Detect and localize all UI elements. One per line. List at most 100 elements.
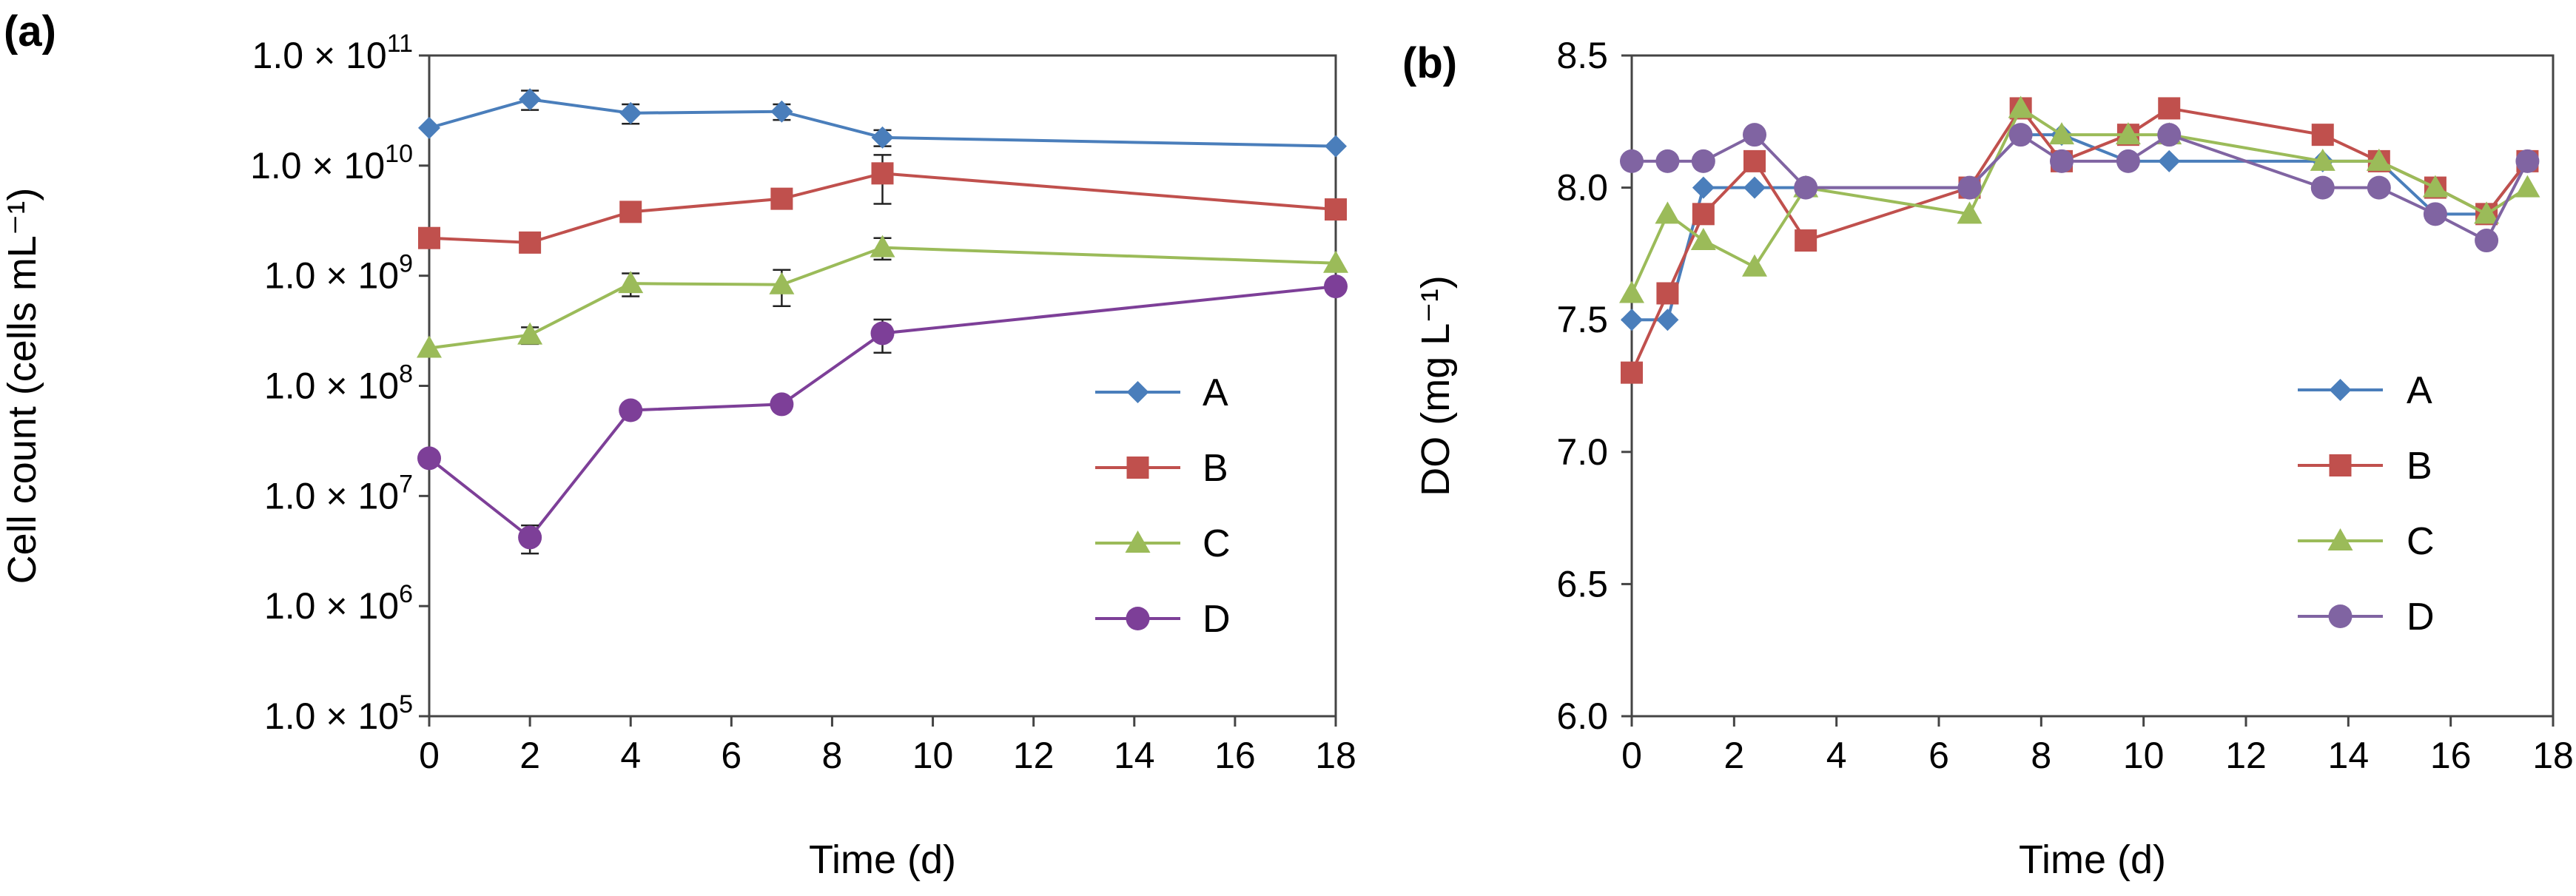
y-tick-label: 6.5 [1556, 563, 1608, 604]
y-tick-label: 1.0 × 1011 [252, 30, 413, 76]
legend-entry-D: D [2298, 596, 2435, 639]
data-point-D [1794, 175, 1818, 200]
data-point-D [1620, 149, 1644, 173]
data-point-D [770, 392, 794, 417]
legend-entry-C: C [2298, 520, 2435, 563]
data-point-C [1655, 201, 1681, 224]
data-point-D [518, 525, 542, 550]
y-tick-label: 8.5 [1556, 35, 1608, 76]
data-point-B [2158, 97, 2181, 120]
y-axis-title: DO (mg L⁻¹) [1413, 275, 1458, 496]
legend-marker [1126, 607, 1150, 630]
legend-label: D [2407, 596, 2435, 639]
data-point-B [1743, 149, 1766, 172]
data-point-D [1655, 149, 1680, 173]
data-point-C [1323, 250, 1348, 273]
data-point-D [2515, 149, 2540, 173]
x-tick-label: 0 [1621, 735, 1642, 776]
legend-label: A [1203, 371, 1228, 414]
data-point-B [1621, 361, 1643, 384]
x-tick-label: 8 [2031, 735, 2051, 776]
x-tick-label: 14 [1114, 735, 1155, 776]
data-point-C [417, 335, 442, 358]
data-point-B [519, 231, 542, 254]
data-point-D [619, 398, 643, 422]
x-tick-label: 2 [1724, 735, 1744, 776]
data-point-D [1957, 175, 1982, 200]
legend-marker [1125, 530, 1151, 553]
legend-label: B [2407, 445, 2432, 488]
data-point-C [2008, 95, 2034, 118]
data-point-D [1743, 123, 1766, 147]
legend-marker [2327, 528, 2353, 550]
data-point-D [870, 321, 895, 346]
series-line-B [428, 172, 1336, 244]
y-tick-label: 1.0 × 105 [264, 690, 413, 737]
data-point-B [1656, 282, 1679, 305]
data-point-C [1619, 280, 1644, 303]
data-point-A [519, 88, 542, 111]
legend-entry-C: C [1095, 522, 1231, 565]
data-point-D [1324, 274, 1348, 299]
data-point-D [417, 446, 441, 471]
data-point-B [1795, 229, 1817, 252]
series-line-D [428, 285, 1336, 540]
panel-b-dissolved-oxygen-chart: (b) 0 2 4 6 8 10 12 14 16 18 6.0 6.5 7.0 7.5 8.0 8.5 Tim… [1402, 35, 2574, 882]
data-point-A [1743, 176, 1766, 199]
legend-marker [1126, 381, 1149, 403]
data-point-A [770, 100, 793, 123]
data-point-A [1692, 176, 1715, 199]
series-line-C [428, 246, 1336, 350]
data-point-C [618, 271, 644, 294]
legend-entry-A: A [1095, 371, 1228, 414]
data-point-B [770, 187, 793, 210]
data-point-B [418, 226, 440, 249]
y-tick-label: 1.0 × 108 [264, 360, 413, 407]
data-point-A [418, 116, 440, 139]
data-point-B [2311, 124, 2334, 146]
data-point-B [871, 162, 894, 185]
y-tick-label: 1.0 × 107 [264, 470, 413, 516]
series-C [417, 235, 1348, 358]
legend-label: A [2407, 369, 2432, 412]
data-point-A [2158, 149, 2181, 172]
legend-label: C [2407, 520, 2435, 563]
data-point-B [1325, 198, 1347, 221]
data-point-D [2310, 175, 2335, 200]
legend-entry-B: B [2298, 445, 2432, 488]
data-point-D [2423, 202, 2447, 226]
series-D [1620, 123, 2540, 253]
x-tick-label: 2 [519, 735, 540, 776]
legend-marker [2329, 454, 2352, 476]
data-point-D [2367, 175, 2391, 200]
x-tick-label: 6 [721, 735, 741, 776]
data-point-A [1325, 135, 1347, 158]
legend-label: C [1203, 522, 1231, 565]
x-tick-label: 10 [2123, 735, 2165, 776]
y-axis-title: Cell count (cells mL⁻¹) [0, 188, 44, 585]
data-point-D [2157, 123, 2182, 147]
panel-b-label: (b) [1402, 39, 1457, 87]
series-B [418, 154, 1347, 254]
x-tick-label: 0 [419, 735, 440, 776]
y-tick-label: 7.5 [1556, 299, 1608, 340]
y-tick-label: 1.0 × 106 [264, 580, 413, 627]
data-point-A [619, 101, 642, 124]
data-point-C [1690, 228, 1716, 251]
x-tick-label: 12 [2225, 735, 2267, 776]
legend-entry-A: A [2298, 369, 2432, 412]
x-axis-title: Time (d) [809, 838, 956, 882]
data-point-C [1742, 254, 1767, 277]
data-point-D [2475, 229, 2499, 253]
data-point-D [2116, 149, 2140, 173]
data-point-C [517, 322, 543, 345]
data-point-D [2008, 123, 2033, 147]
legend-entry-B: B [1095, 447, 1228, 490]
y-tick-label: 6.0 [1556, 695, 1608, 737]
data-point-B [619, 201, 642, 223]
data-point-C [2366, 148, 2392, 171]
legend-marker [2329, 379, 2352, 401]
data-point-A [1656, 309, 1679, 331]
y-tick-label: 1.0 × 1010 [250, 140, 413, 186]
